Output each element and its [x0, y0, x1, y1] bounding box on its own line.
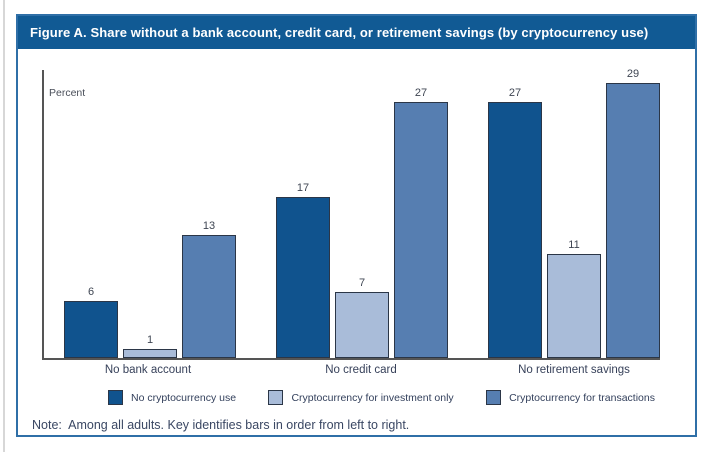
- bar-value-label: 17: [296, 181, 310, 194]
- bar-no-cryptocurrency-use-no-bank-account: [64, 301, 118, 358]
- bar-value-label: 27: [414, 86, 428, 99]
- bar-group-no-retirement-savings: 27 11 29: [488, 67, 660, 358]
- bar-group-no-credit-card: 17 7 27: [276, 86, 448, 358]
- plot-area: 6 1 13 17 7 27 27 11 29: [42, 67, 660, 360]
- bar-cryptocurrency-for-investment-only-no-bank-account: [123, 348, 177, 358]
- bar-cell: 11: [547, 238, 601, 358]
- bar-value-label: 1: [146, 333, 154, 346]
- figure-frame: Figure A. Share without a bank account, …: [16, 14, 697, 437]
- figure-title-bar: Figure A. Share without a bank account, …: [18, 16, 695, 49]
- bar-value-label: 11: [568, 238, 580, 251]
- bar-cell: 1: [123, 333, 177, 358]
- legend-label: Cryptocurrency for investment only: [291, 391, 454, 404]
- bar-cell: 13: [182, 219, 236, 358]
- bar-cryptocurrency-for-transactions-no-retirement-savings: [606, 82, 660, 358]
- category-axis: No bank account No credit card No retireme…: [62, 360, 660, 376]
- bar-cryptocurrency-for-transactions-no-credit-card: [394, 101, 448, 358]
- chart-content: Percent 6 1 13 17 7 27 27 11 29 No bank account N…: [18, 67, 695, 456]
- page-edge-line: [3, 0, 5, 452]
- bar-cell: 7: [335, 276, 389, 358]
- legend-entry-cryptocurrency-for-investment-only: Cryptocurrency for investment only: [268, 390, 454, 405]
- bar-no-cryptocurrency-use-no-credit-card: [276, 196, 330, 358]
- legend: No cryptocurrency use Cryptocurrency for …: [108, 390, 655, 405]
- y-axis-label: Percent: [49, 87, 86, 99]
- bar-cell: 29: [606, 67, 660, 358]
- bar-value-label: 7: [358, 276, 366, 289]
- figure-title: Figure A. Share without a bank account, …: [30, 25, 649, 40]
- bar-cell: 17: [276, 181, 330, 358]
- legend-label: No cryptocurrency use: [131, 391, 237, 404]
- legend-swatch-icon: [268, 390, 284, 405]
- bar-value-label: 13: [202, 219, 216, 232]
- category-label-no-bank-account: No bank account: [104, 364, 192, 376]
- bar-cryptocurrency-for-investment-only-no-retirement-savings: [547, 253, 601, 358]
- category-label-no-retirement-savings: No retirement savings: [518, 364, 630, 376]
- bar-cell: 6: [64, 286, 118, 358]
- bar-cryptocurrency-for-investment-only-no-credit-card: [335, 291, 389, 358]
- bar-cell: 27: [394, 86, 448, 358]
- bar-value-label: 27: [508, 86, 522, 99]
- legend-swatch-icon: [108, 390, 123, 405]
- legend-entry-cryptocurrency-for-transactions: Cryptocurrency for transactions: [486, 390, 655, 405]
- category-label-no-credit-card: No credit card: [325, 364, 397, 376]
- bar-group-no-bank-account: 6 1 13: [64, 219, 236, 358]
- figure-note: Note: Among all adults. Key identifies b…: [32, 418, 410, 432]
- bar-value-label: 29: [626, 67, 640, 80]
- bar-no-cryptocurrency-use-no-retirement-savings: [488, 101, 542, 358]
- bar-value-label: 6: [87, 286, 95, 298]
- bar-cell: 27: [488, 86, 542, 358]
- bar-cryptocurrency-for-transactions-no-bank-account: [182, 234, 236, 358]
- legend-swatch-icon: [486, 390, 502, 405]
- legend-label: Cryptocurrency for transactions: [509, 391, 655, 404]
- legend-entry-no-cryptocurrency-use: No cryptocurrency use: [108, 390, 236, 405]
